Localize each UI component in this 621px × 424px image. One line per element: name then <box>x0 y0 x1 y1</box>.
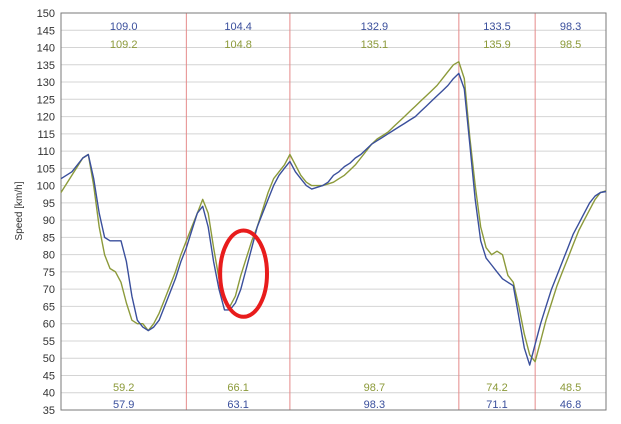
y-tick-label: 70 <box>43 284 55 296</box>
segment-min-blue: 71.1 <box>486 399 507 411</box>
y-tick-label: 95 <box>43 198 55 210</box>
y-tick-label: 120 <box>37 112 55 124</box>
segment-dividers <box>185 13 536 410</box>
segment-max-green: 109.2 <box>110 39 138 51</box>
y-tick-label: 150 <box>37 8 55 20</box>
y-tick-label: 80 <box>43 250 55 262</box>
y-tick-label: 60 <box>43 319 55 331</box>
segment-max-blue: 133.5 <box>483 21 511 33</box>
y-tick-label: 90 <box>43 215 55 227</box>
y-tick-label: 35 <box>43 405 55 417</box>
y-tick-label: 100 <box>37 181 55 193</box>
segment-max-green: 98.5 <box>560 39 581 51</box>
segment-min-green: 59.2 <box>113 382 134 394</box>
segment-min-blue: 57.9 <box>113 399 134 411</box>
y-tick-label: 75 <box>43 267 55 279</box>
y-tick-label: 125 <box>37 94 55 106</box>
segment-min-green: 66.1 <box>227 382 248 394</box>
y-tick-label: 40 <box>43 388 55 400</box>
segment-labels: 109.0 104.4 132.9 133.5 98.3 109.2 104.8 135.1 1… <box>110 21 581 411</box>
segment-max-blue: 104.4 <box>224 21 252 33</box>
segment-min-blue: 98.3 <box>364 399 385 411</box>
segment-min-blue: 46.8 <box>560 399 581 411</box>
y-axis-ticks: 35 40 45 50 55 60 65 70 75 80 85 90 95 100 105 110 115 12… <box>37 8 55 417</box>
segment-max-green: 135.9 <box>483 39 511 51</box>
segment-max-blue: 132.9 <box>361 21 389 33</box>
y-tick-label: 45 <box>43 370 55 382</box>
y-tick-label: 50 <box>43 353 55 365</box>
y-tick-label: 135 <box>37 60 55 72</box>
grid-lines <box>61 12 606 411</box>
plot-frame <box>60 12 607 411</box>
segment-min-green: 98.7 <box>364 382 385 394</box>
series-layer <box>60 61 607 366</box>
y-tick-label: 105 <box>37 163 55 175</box>
series-line-green <box>60 61 607 363</box>
y-tick-label: 145 <box>37 25 55 37</box>
plot-area <box>61 13 606 410</box>
segment-min-blue: 63.1 <box>227 399 248 411</box>
y-tick-label: 65 <box>43 301 55 313</box>
segment-max-blue: 109.0 <box>110 21 138 33</box>
segment-min-green: 48.5 <box>560 382 581 394</box>
segment-max-green: 135.1 <box>361 39 389 51</box>
series-line-blue <box>60 72 607 366</box>
segment-max-blue: 98.3 <box>560 21 581 33</box>
y-tick-label: 85 <box>43 232 55 244</box>
y-tick-label: 110 <box>37 146 55 158</box>
y-axis-label: Speed [km/h] <box>14 181 25 240</box>
segment-max-green: 104.8 <box>224 39 252 51</box>
y-tick-label: 115 <box>37 129 55 141</box>
y-tick-label: 130 <box>37 77 55 89</box>
y-tick-label: 55 <box>43 336 55 348</box>
y-tick-label: 140 <box>37 43 55 55</box>
highlight-ellipse <box>218 228 270 319</box>
highlight-annotation <box>218 228 270 319</box>
segment-min-green: 74.2 <box>486 382 507 394</box>
